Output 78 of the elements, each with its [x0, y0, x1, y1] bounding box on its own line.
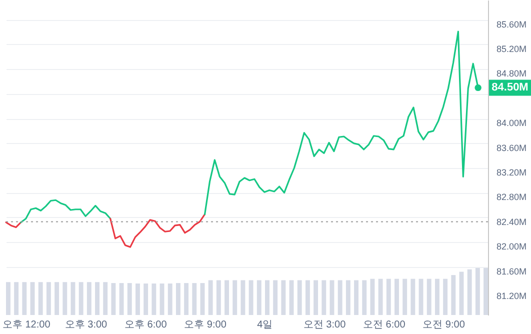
bar: [208, 280, 213, 315]
bar: [362, 280, 367, 315]
bar: [378, 278, 383, 315]
bar: [111, 283, 116, 315]
y-tick-label: 82.00M: [496, 242, 527, 252]
bar: [127, 283, 132, 315]
bar: [216, 280, 221, 315]
y-tick-label: 82.80M: [496, 192, 527, 202]
bar: [119, 283, 124, 315]
bar: [95, 282, 100, 315]
bar: [394, 278, 399, 315]
bar: [281, 280, 286, 315]
bar: [54, 282, 60, 315]
bar: [475, 268, 480, 315]
x-tick-label: 오전 3:00: [303, 320, 346, 330]
y-tick-label: 83.60M: [496, 142, 527, 153]
bar: [402, 278, 408, 315]
bar: [78, 282, 84, 315]
bar: [6, 282, 10, 315]
bar: [240, 280, 246, 315]
bar: [346, 280, 350, 315]
bar: [410, 278, 416, 315]
bar: [273, 280, 278, 315]
bar: [184, 283, 189, 315]
bar: [103, 282, 108, 315]
y-tick-label: 82.40M: [496, 216, 527, 227]
y-tick-label: 84.80M: [496, 68, 527, 79]
bar: [265, 280, 270, 315]
annotation: 84.50M: [492, 82, 528, 94]
bar: [30, 282, 35, 315]
x-tick-label: 오전 6:00: [363, 320, 406, 330]
bar: [248, 280, 254, 315]
bar: [62, 282, 68, 315]
bar: [338, 280, 342, 315]
bar: [443, 278, 448, 315]
bar: [22, 282, 27, 315]
y-tick-label: 85.20M: [496, 44, 527, 54]
bar: [467, 269, 472, 315]
bar: [434, 278, 440, 315]
x-tick-label: 오후 9:00: [184, 320, 227, 330]
bar: [314, 280, 318, 315]
bar: [200, 283, 205, 315]
bar: [38, 282, 43, 315]
bar: [192, 283, 197, 315]
x-tick-label: 오후 6:00: [124, 320, 168, 330]
x-tick-label: 4일: [257, 320, 273, 330]
bar: [232, 280, 238, 315]
bar: [354, 280, 358, 315]
bar: [370, 278, 375, 315]
bar: [176, 283, 180, 315]
bar: [484, 268, 488, 315]
bar: [152, 284, 156, 315]
x-tick-label: 오후 12:00: [2, 320, 51, 330]
bar: [289, 280, 294, 315]
bar: [168, 284, 172, 315]
bar: [386, 278, 391, 315]
bar: [256, 280, 262, 315]
bar: [451, 275, 456, 315]
bar: [305, 280, 310, 315]
bar: [86, 282, 92, 315]
y-tick-label: 81.20M: [496, 291, 527, 302]
y-tick-label: 83.20M: [496, 168, 527, 178]
bar: [224, 280, 229, 315]
bar: [297, 280, 302, 315]
bar: [70, 282, 76, 315]
y-tick-label: 85.60M: [496, 19, 527, 30]
bar: [160, 284, 164, 315]
bar: [144, 284, 148, 315]
bar: [46, 282, 51, 315]
y-tick-label: 81.60M: [496, 266, 527, 276]
y-tick-label: 84.00M: [496, 118, 527, 128]
bar: [322, 280, 326, 315]
x-tick-label: 오전 9:00: [422, 320, 466, 330]
bar: [330, 280, 334, 315]
bar: [136, 284, 140, 315]
x-tick-label: 오후 3:00: [64, 320, 108, 330]
bar: [14, 282, 19, 315]
bar: [426, 278, 432, 315]
